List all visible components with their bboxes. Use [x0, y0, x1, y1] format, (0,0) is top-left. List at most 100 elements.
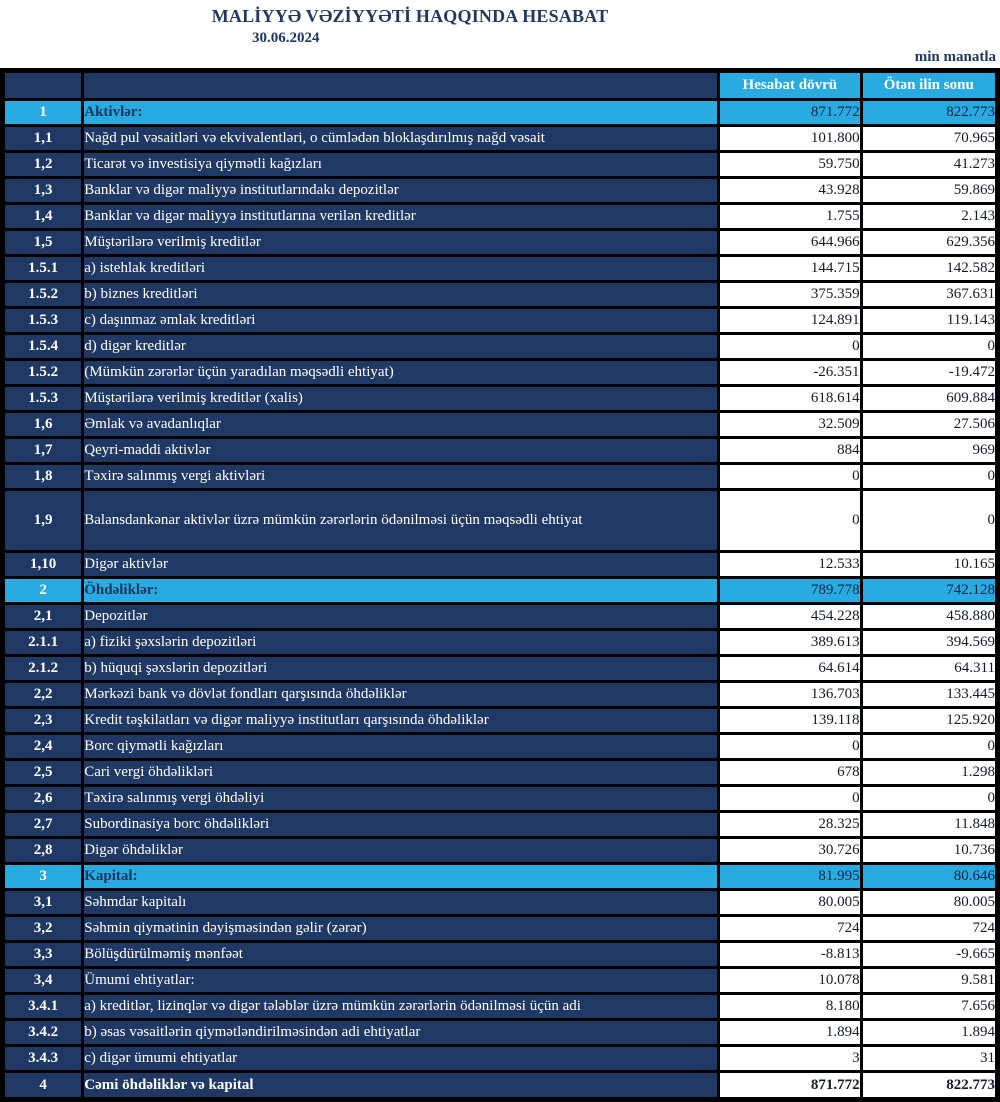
value-period: 64.614 [717, 654, 863, 683]
table-row: 3,3 Bölüşdürülməmiş mənfəət -8.813 -9.665 [0, 940, 1000, 969]
value-previous: 7.656 [859, 992, 1000, 1021]
column-header-previous: Ötən ilin sonu [859, 69, 1000, 101]
row-label: Əmlak və avadanlıqlar [81, 410, 721, 439]
value-period: 789.778 [717, 576, 863, 605]
row-label: Təxirə salınmış vergi aktivləri [81, 462, 721, 491]
value-period: 28.325 [717, 810, 863, 839]
table-row: 2,5 Cari vergi öhdəlikləri 678 1.298 [0, 758, 1000, 787]
value-period: 59.750 [717, 150, 863, 179]
table-row: 2.1.1 a) fiziki şəxslərin depozitləri 389.… [0, 628, 1000, 657]
value-previous: 70.965 [859, 124, 1000, 153]
row-label: Mərkəzi bank və dövlət fondları qarşısın… [81, 680, 721, 709]
value-period: 8.180 [717, 992, 863, 1021]
column-header-period: Hesabat dövrü [717, 69, 863, 101]
value-previous: 822.773 [859, 98, 1000, 127]
table-row: 1.5.3 Müştərilərə verilmiş kreditlər (xal… [0, 384, 1000, 413]
value-previous: 0 [859, 488, 1000, 553]
value-period: 724 [717, 914, 863, 943]
row-number: 3,1 [0, 888, 85, 917]
row-number: 1,6 [0, 410, 85, 439]
value-previous: 2.143 [859, 202, 1000, 231]
row-number: 3,3 [0, 940, 85, 969]
value-period: 375.359 [717, 280, 863, 309]
value-previous: 10.165 [859, 550, 1000, 579]
table-row: 3,1 Səhmdar kapitalı 80.005 80.005 [0, 888, 1000, 917]
row-label: Öhdəliklər: [81, 576, 721, 605]
value-previous: 64.311 [859, 654, 1000, 683]
value-period: 618.614 [717, 384, 863, 413]
row-number: 3 [0, 862, 85, 891]
row-label: Kredit təşkilatları və digər maliyyə ins… [81, 706, 721, 735]
row-label: Nağd pul vəsaitləri və ekvivalentləri, o… [81, 124, 721, 153]
row-label: Digər öhdəliklər [81, 836, 721, 865]
row-label: Səhmin qiymətinin dəyişməsindən gəlir (z… [81, 914, 721, 943]
table-row: 2,2 Mərkəzi bank və dövlət fondları qarşı… [0, 680, 1000, 709]
value-previous: 0 [859, 332, 1000, 361]
header-blank-number-cell [0, 69, 85, 101]
row-number: 1,3 [0, 176, 85, 205]
value-previous: 142.582 [859, 254, 1000, 283]
value-period: 678 [717, 758, 863, 787]
value-previous: 10.736 [859, 836, 1000, 865]
row-number: 2,6 [0, 784, 85, 813]
table-row: 1,10 Digər aktivlər 12.533 10.165 [0, 550, 1000, 579]
value-period: 0 [717, 462, 863, 491]
table-row: 1 Aktivlər: 871.772 822.773 [0, 98, 1000, 127]
value-period: 454.228 [717, 602, 863, 631]
row-label: Səhmdar kapitalı [81, 888, 721, 917]
value-period: 139.118 [717, 706, 863, 735]
table-row: 2,7 Subordinasiya borc öhdəlikləri 28.325 1… [0, 810, 1000, 839]
table-row: 1.5.1 a) istehlak kreditləri 144.715 142.58… [0, 254, 1000, 283]
table-row: 1.5.2 (Mümkün zərərlər üçün yaradılan məq… [0, 358, 1000, 387]
row-label: Müştərilərə verilmiş kreditlər (xalis) [81, 384, 721, 413]
value-previous: -19.472 [859, 358, 1000, 387]
row-number: 1.5.2 [0, 358, 85, 387]
row-number: 1,9 [0, 488, 85, 553]
row-number: 3.4.1 [0, 992, 85, 1021]
value-period: 80.005 [717, 888, 863, 917]
table-row: 3,2 Səhmin qiymətinin dəyişməsindən gəlir… [0, 914, 1000, 943]
table-row: 2.1.2 b) hüquqi şəxslərin depozitləri 64.6… [0, 654, 1000, 683]
value-previous: 9.581 [859, 966, 1000, 995]
row-label: a) kreditlər, lizinqlər və digər tələblə… [81, 992, 721, 1021]
row-number: 2,7 [0, 810, 85, 839]
row-number: 1,1 [0, 124, 85, 153]
row-number: 3.4.3 [0, 1044, 85, 1073]
report-date: 30.06.2024 [252, 30, 320, 46]
row-number: 1.5.2 [0, 280, 85, 309]
value-previous: 119.143 [859, 306, 1000, 335]
row-label: Banklar və digər maliyyə institutlarında… [81, 176, 721, 205]
table-row: 3.4.2 b) əsas vəsaitlərin qiymətləndirilm… [0, 1018, 1000, 1047]
value-previous: 629.356 [859, 228, 1000, 257]
value-previous: 609.884 [859, 384, 1000, 413]
row-label: b) hüquqi şəxslərin depozitləri [81, 654, 721, 683]
table-header-row: Hesabat dövrü Ötən ilin sonu [0, 69, 1000, 101]
value-period: 43.928 [717, 176, 863, 205]
row-number: 2.1.2 [0, 654, 85, 683]
value-period: 389.613 [717, 628, 863, 657]
row-number: 1,7 [0, 436, 85, 465]
row-number: 1.5.3 [0, 384, 85, 413]
value-period: 884 [717, 436, 863, 465]
table-row: 3,4 Ümumi ehtiyatlar: 10.078 9.581 [0, 966, 1000, 995]
row-number: 2,3 [0, 706, 85, 735]
row-number: 2,2 [0, 680, 85, 709]
row-label: Borc qiymətli kağızları [81, 732, 721, 761]
row-label: Bölüşdürülməmiş mənfəət [81, 940, 721, 969]
value-previous: 125.920 [859, 706, 1000, 735]
table-row: 3.4.3 c) digər ümumi ehtiyatlar 3 31 [0, 1044, 1000, 1073]
value-period: 0 [717, 784, 863, 813]
value-period: -8.813 [717, 940, 863, 969]
row-label: b) əsas vəsaitlərin qiymətləndirilməsind… [81, 1018, 721, 1047]
row-label: Cari vergi öhdəlikləri [81, 758, 721, 787]
row-label: Təxirə salınmış vergi öhdəliyi [81, 784, 721, 813]
value-previous: 0 [859, 732, 1000, 761]
value-period: 136.703 [717, 680, 863, 709]
value-period: 12.533 [717, 550, 863, 579]
unit-note: min manatla [914, 49, 996, 65]
table-row: 2,1 Depozitlər 454.228 458.880 [0, 602, 1000, 631]
report-page: MALİYYƏ VƏZİYYƏTİ HAQQINDA HESABAT 30.06… [0, 6, 1000, 1102]
value-previous: -9.665 [859, 940, 1000, 969]
value-previous: 367.631 [859, 280, 1000, 309]
row-number: 1.5.4 [0, 332, 85, 361]
